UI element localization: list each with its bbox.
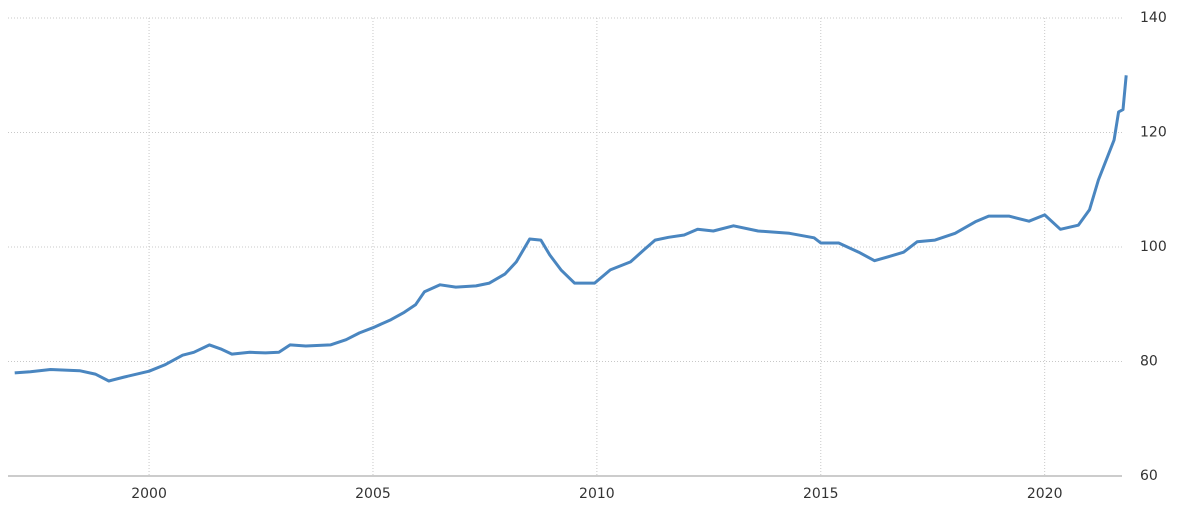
x-tick-label: 2010 <box>579 486 615 502</box>
x-tick-label: 2005 <box>355 486 391 502</box>
x-tick-label: 2000 <box>131 486 167 502</box>
y-tick-label: 140 <box>1140 10 1167 26</box>
y-tick-label: 80 <box>1140 354 1158 370</box>
x-tick-label: 2020 <box>1027 486 1063 502</box>
x-tick-label: 2015 <box>803 486 839 502</box>
line-series <box>14 75 1128 383</box>
y-tick-label: 120 <box>1140 125 1167 141</box>
y-tick-label: 100 <box>1140 239 1167 255</box>
y-tick-label: 60 <box>1140 468 1158 484</box>
